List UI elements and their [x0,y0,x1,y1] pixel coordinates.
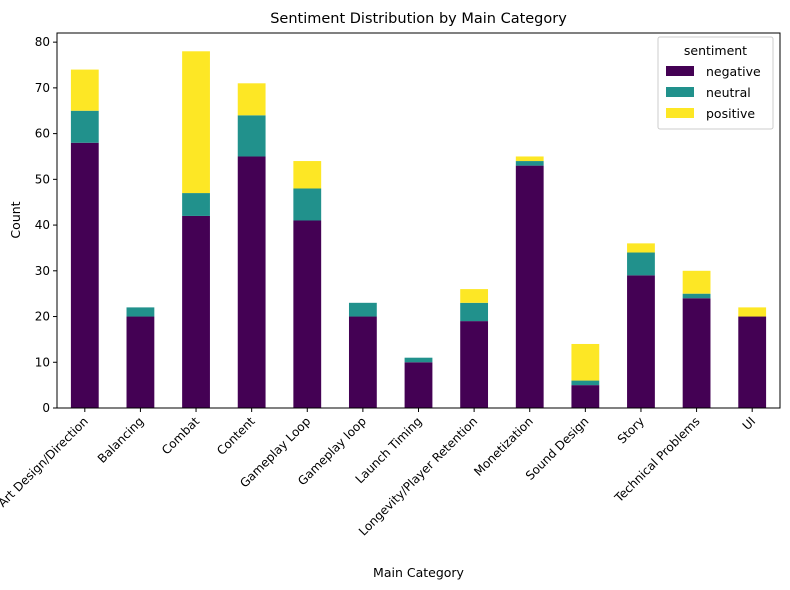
y-tick-label: 0 [42,401,50,415]
legend-label-positive: positive [706,106,755,121]
y-tick-label: 80 [35,35,50,49]
bar-neutral [348,302,377,317]
bar-positive [70,69,99,111]
legend-label-negative: negative [706,64,761,79]
bar-neutral [682,293,711,299]
bar-neutral [460,302,489,322]
y-tick-label: 40 [35,218,50,232]
legend-swatch-negative [666,66,694,76]
x-tick-label: UI [740,414,759,433]
bar-neutral [627,252,655,276]
bar-negative [571,385,600,408]
legend-label-neutral: neutral [706,85,751,100]
bar-negative [682,298,711,408]
legend-frame [657,36,774,130]
legend: sentiment negative neutral positive [657,36,774,130]
bar-negative [182,215,210,408]
chart-title: Sentiment Distribution by Main Category [270,11,567,27]
bar-positive [682,270,711,294]
x-tick-label: Combat [159,414,202,457]
bar-neutral [182,193,210,216]
x-tick-label: Balancing [95,414,147,466]
y-tick-label: 50 [35,172,50,186]
bar-positive [293,161,322,189]
y-tick-label: 20 [35,310,50,324]
bar-negative [70,142,99,408]
bar-neutral [70,110,99,143]
x-tick-label: Content [214,414,258,458]
bar-positive [182,51,210,194]
bar-negative [627,275,655,408]
y-tick-label: 70 [35,81,50,95]
y-axis-label: Count [8,201,23,238]
x-tick-label: Story [615,414,647,446]
bar-negative [515,165,544,408]
bar-neutral [404,357,433,363]
legend-swatch-positive [666,108,694,118]
bar-negative [460,321,489,408]
bar-positive [627,243,655,253]
bar-negative [237,156,266,408]
bar-positive [515,156,544,162]
bar-neutral [571,380,600,386]
bar-neutral [293,188,322,221]
bar-positive [237,83,266,116]
legend-title: sentiment [684,43,747,58]
bar-negative [738,316,767,408]
bar-positive [738,307,767,317]
bar-negative [348,316,377,408]
legend-swatch-neutral [666,87,694,97]
x-tick-label: Art Design/Direction [0,414,91,510]
y-tick-label: 30 [35,264,50,278]
y-tick-label: 60 [35,127,50,141]
bar-positive [460,289,489,303]
x-axis-label: Main Category [373,565,465,580]
bar-negative [293,220,322,408]
bar-neutral [237,115,266,157]
bar-neutral [126,307,155,317]
x-tick-label: Longevity/Player Retention [356,414,480,538]
y-tick-label: 10 [35,355,50,369]
bar-negative [404,362,433,408]
legend-items: negative neutral positive [666,64,761,121]
bar-negative [126,316,155,408]
bar-neutral [515,161,544,166]
bar-positive [571,343,600,381]
